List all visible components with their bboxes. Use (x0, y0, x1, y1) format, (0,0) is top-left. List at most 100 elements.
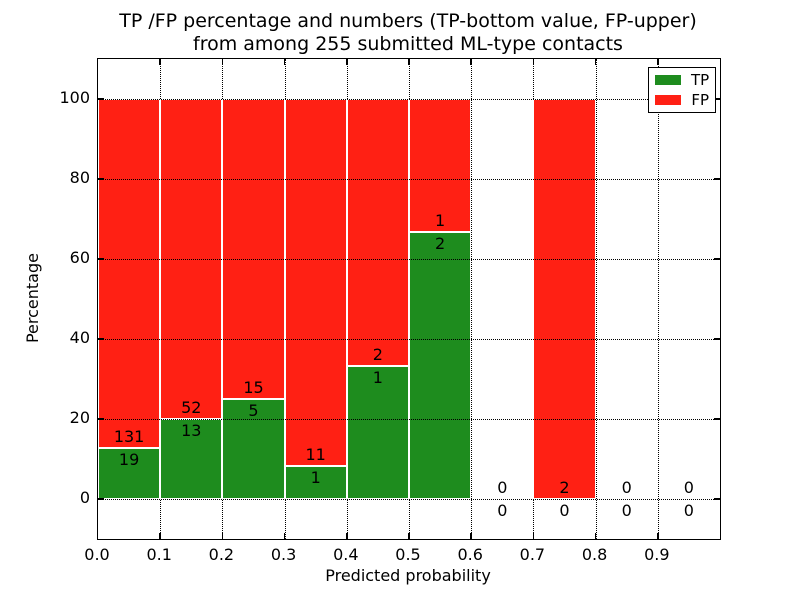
gridline-horizontal (98, 339, 720, 340)
fp-bar-segment (222, 99, 285, 399)
y-tick-label: 40 (69, 328, 90, 347)
fp-count-label: 11 (305, 444, 326, 464)
y-tick-label: 80 (69, 168, 90, 187)
y-tick-mark-right (714, 98, 720, 100)
fp-count-label: 0 (497, 478, 508, 497)
tp-bar-segment (346, 365, 409, 499)
y-tick-mark-left (98, 178, 104, 180)
fp-count-label: 2 (372, 344, 383, 364)
x-tick-mark-bottom (594, 533, 597, 539)
fp-bar-segment (346, 99, 409, 366)
legend-fp-swatch (655, 94, 681, 105)
x-tick-label: 0.6 (457, 545, 483, 564)
tp-bar-segment (222, 399, 285, 499)
y-tick-label: 60 (69, 248, 90, 267)
x-tick-mark-bottom (408, 533, 410, 539)
x-tick-mark-bottom (657, 533, 659, 539)
x-tick-mark-top (470, 59, 472, 65)
legend-tp-swatch (655, 75, 681, 86)
tp-count-label: 1 (310, 467, 321, 487)
gridline-vertical (595, 59, 597, 539)
fp-bar-segment (533, 99, 596, 499)
tp-count-label: 13 (181, 421, 202, 440)
x-tick-mark-top (283, 59, 286, 65)
x-tick-label: 0.8 (581, 545, 608, 564)
chart-title-line1: TP /FP percentage and numbers (TP-bottom… (119, 10, 697, 32)
fp-bar-segment (409, 99, 472, 233)
x-tick-mark-bottom (470, 533, 472, 539)
y-tick-mark-left (98, 498, 104, 500)
fp-bar-segment (98, 99, 161, 449)
chart-title-line2: from among 255 submitted ML-type contact… (193, 33, 623, 55)
gridline-horizontal (98, 499, 720, 500)
fp-count-label: 0 (683, 478, 694, 497)
fp-count-label: 131 (113, 427, 145, 447)
x-tick-mark-top (221, 59, 224, 65)
fp-count-label: 0 (621, 478, 632, 497)
tp-bar-segment (98, 448, 161, 499)
fp-count-label: 15 (243, 378, 264, 397)
tp-count-label: 0 (683, 501, 694, 520)
y-tick-mark-right (714, 418, 720, 420)
gridline-horizontal (98, 99, 720, 100)
x-tick-label: 0.2 (208, 545, 235, 564)
legend-fp-label: FP (691, 90, 709, 109)
gridline-horizontal (98, 179, 720, 180)
x-tick-label: 0.0 (84, 545, 110, 564)
x-tick-label: 0.9 (644, 545, 670, 564)
legend-item-tp: TP (655, 71, 709, 89)
y-tick-mark-left (98, 258, 104, 260)
y-tick-label: 0 (79, 488, 90, 507)
x-tick-mark-top (594, 59, 597, 65)
tp-count-label: 1 (372, 367, 383, 387)
x-tick-mark-top (532, 59, 535, 65)
fp-count-label: 2 (559, 478, 570, 497)
legend: TP FP (648, 67, 716, 113)
y-tick-mark-right (714, 338, 720, 340)
x-tick-label: 0.4 (333, 545, 359, 564)
tp-bar-segment (160, 419, 223, 499)
y-axis-label: Percentage (23, 253, 42, 344)
y-tick-mark-right (714, 498, 720, 500)
x-tick-label: 0.1 (146, 545, 172, 564)
y-tick-mark-left (98, 98, 104, 100)
x-tick-label: 0.7 (519, 545, 546, 564)
tp-count-label: 0 (559, 501, 570, 520)
gridline-vertical (471, 59, 473, 539)
legend-item-fp: FP (655, 91, 709, 109)
plot-inner: 131 19 52 13 15 5 11 1 2 1 1 2 0 0 2 0 0 0 0 0 (98, 59, 720, 539)
gridline-horizontal (98, 419, 720, 420)
x-tick-mark-top (657, 59, 659, 65)
fp-bar-segment (284, 99, 347, 466)
y-tick-mark-right (714, 258, 720, 260)
legend-tp-label: TP (691, 71, 710, 90)
x-tick-mark-top (159, 59, 161, 65)
x-axis-label: Predicted probability (325, 566, 491, 585)
tp-count-label: 0 (497, 501, 508, 520)
x-tick-label: 0.3 (270, 545, 297, 564)
y-tick-label: 20 (69, 408, 90, 427)
y-tick-mark-left (98, 418, 104, 420)
x-tick-mark-bottom (532, 533, 535, 539)
tp-count-label: 19 (118, 450, 140, 470)
y-tick-label: 100 (59, 88, 90, 107)
gridline-horizontal (98, 259, 720, 260)
plot-area: 131 19 52 13 15 5 11 1 2 1 1 2 0 0 2 0 0 0 0 0 TP FP (97, 58, 721, 540)
x-tick-mark-bottom (283, 533, 286, 539)
fp-count-label: 1 (435, 211, 446, 231)
tp-bar-segment (409, 232, 472, 499)
x-tick-mark-top (346, 59, 348, 65)
tp-count-label: 5 (248, 401, 259, 420)
gridline-vertical (657, 59, 659, 539)
x-tick-mark-top (408, 59, 410, 65)
tp-bar-segment (284, 465, 347, 499)
tp-count-label: 2 (435, 234, 446, 254)
x-tick-mark-bottom (221, 533, 224, 539)
x-tick-label: 0.5 (395, 545, 421, 564)
y-tick-mark-right (714, 178, 720, 180)
x-tick-mark-bottom (346, 533, 348, 539)
y-tick-mark-left (98, 338, 104, 340)
tp-count-label: 0 (621, 501, 632, 520)
x-tick-mark-bottom (159, 533, 161, 539)
